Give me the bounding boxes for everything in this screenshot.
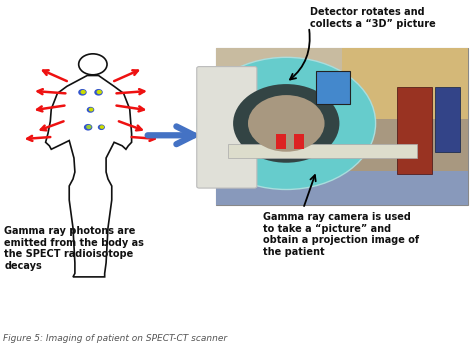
Circle shape <box>84 125 91 130</box>
FancyBboxPatch shape <box>228 144 417 158</box>
Circle shape <box>233 84 339 163</box>
Circle shape <box>95 90 102 95</box>
FancyBboxPatch shape <box>216 48 468 205</box>
FancyBboxPatch shape <box>397 87 432 174</box>
Text: Gamma ray camera is used
to take a “picture” and
obtain a projection image of
th: Gamma ray camera is used to take a “pict… <box>263 212 419 257</box>
Circle shape <box>79 90 86 95</box>
Circle shape <box>97 91 101 93</box>
Circle shape <box>90 108 93 111</box>
Text: Figure 5: Imaging of patient on SPECT-CT scanner: Figure 5: Imaging of patient on SPECT-CT… <box>3 333 227 343</box>
Text: Gamma ray photons are
emitted from the body as
the SPECT radioisotope
decays: Gamma ray photons are emitted from the b… <box>4 226 145 271</box>
FancyBboxPatch shape <box>435 87 460 152</box>
FancyBboxPatch shape <box>342 48 468 127</box>
Circle shape <box>197 57 375 190</box>
FancyBboxPatch shape <box>294 134 304 148</box>
FancyBboxPatch shape <box>216 119 468 171</box>
Text: Detector rotates and
collects a “3D” picture: Detector rotates and collects a “3D” pic… <box>310 7 436 28</box>
FancyBboxPatch shape <box>316 71 350 104</box>
Circle shape <box>248 95 325 152</box>
Circle shape <box>99 125 104 130</box>
Polygon shape <box>46 75 132 277</box>
Circle shape <box>87 126 91 128</box>
Circle shape <box>87 107 93 112</box>
FancyBboxPatch shape <box>197 67 257 188</box>
FancyBboxPatch shape <box>216 48 468 119</box>
Circle shape <box>81 91 85 93</box>
Circle shape <box>100 126 103 128</box>
FancyBboxPatch shape <box>276 134 286 148</box>
FancyBboxPatch shape <box>216 171 468 205</box>
